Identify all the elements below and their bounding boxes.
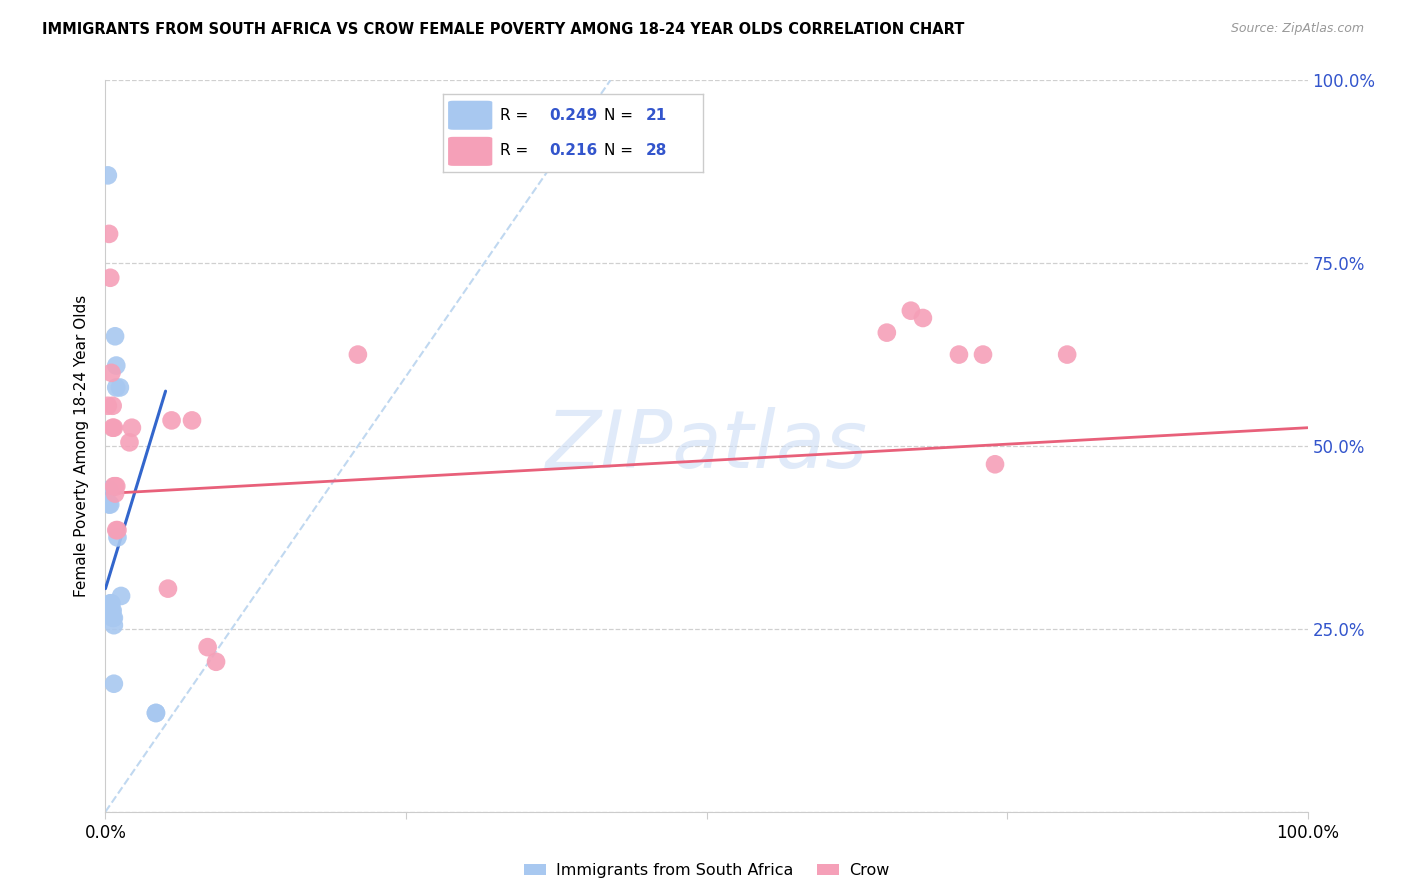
Point	[103, 611, 125, 625]
Point	[101, 611, 124, 625]
Point	[105, 479, 128, 493]
Point	[900, 303, 922, 318]
Text: 21: 21	[645, 108, 666, 123]
Point	[103, 479, 125, 493]
Point	[108, 380, 131, 394]
Point	[911, 311, 934, 326]
Point	[984, 458, 1007, 472]
Point	[105, 523, 128, 537]
Point	[103, 676, 125, 690]
Point	[347, 348, 370, 362]
Point	[197, 640, 219, 655]
Point	[101, 603, 124, 617]
Point	[145, 706, 167, 720]
Point	[104, 329, 127, 343]
Point	[104, 479, 127, 493]
Point	[98, 227, 121, 241]
Text: IMMIGRANTS FROM SOUTH AFRICA VS CROW FEMALE POVERTY AMONG 18-24 YEAR OLDS CORREL: IMMIGRANTS FROM SOUTH AFRICA VS CROW FEM…	[42, 22, 965, 37]
Point	[98, 596, 121, 610]
Point	[876, 326, 898, 340]
Point	[107, 530, 129, 544]
Point	[97, 169, 120, 183]
Point	[103, 618, 125, 632]
Point	[948, 348, 970, 362]
FancyBboxPatch shape	[449, 136, 492, 166]
Point	[972, 348, 994, 362]
Point	[98, 483, 121, 497]
Text: 28: 28	[645, 143, 668, 158]
Point	[103, 421, 125, 435]
Y-axis label: Female Poverty Among 18-24 Year Olds: Female Poverty Among 18-24 Year Olds	[75, 295, 90, 597]
Text: R =: R =	[501, 108, 533, 123]
Text: N =: N =	[605, 143, 638, 158]
Text: R =: R =	[501, 143, 533, 158]
Point	[110, 589, 132, 603]
Point	[100, 603, 122, 617]
Text: N =: N =	[605, 108, 638, 123]
Point	[145, 706, 167, 720]
Point	[105, 359, 128, 373]
Point	[205, 655, 228, 669]
Point	[105, 380, 128, 394]
Point	[101, 421, 124, 435]
Point	[160, 413, 183, 427]
Point	[98, 498, 121, 512]
Point	[118, 435, 141, 450]
Point	[107, 523, 129, 537]
FancyBboxPatch shape	[449, 101, 492, 129]
Point	[101, 399, 124, 413]
Point	[181, 413, 204, 427]
Point	[156, 582, 179, 596]
Text: ZIPatlas: ZIPatlas	[546, 407, 868, 485]
Point	[98, 270, 121, 285]
Text: 0.216: 0.216	[550, 143, 598, 158]
Point	[97, 399, 120, 413]
Point	[104, 486, 127, 500]
Text: Source: ZipAtlas.com: Source: ZipAtlas.com	[1230, 22, 1364, 36]
Point	[121, 421, 143, 435]
Text: 0.249: 0.249	[550, 108, 598, 123]
Legend: Immigrants from South Africa, Crow: Immigrants from South Africa, Crow	[517, 856, 896, 884]
Point	[1056, 348, 1078, 362]
Point	[100, 366, 122, 380]
Point	[98, 498, 121, 512]
Point	[98, 599, 121, 614]
Point	[100, 596, 122, 610]
